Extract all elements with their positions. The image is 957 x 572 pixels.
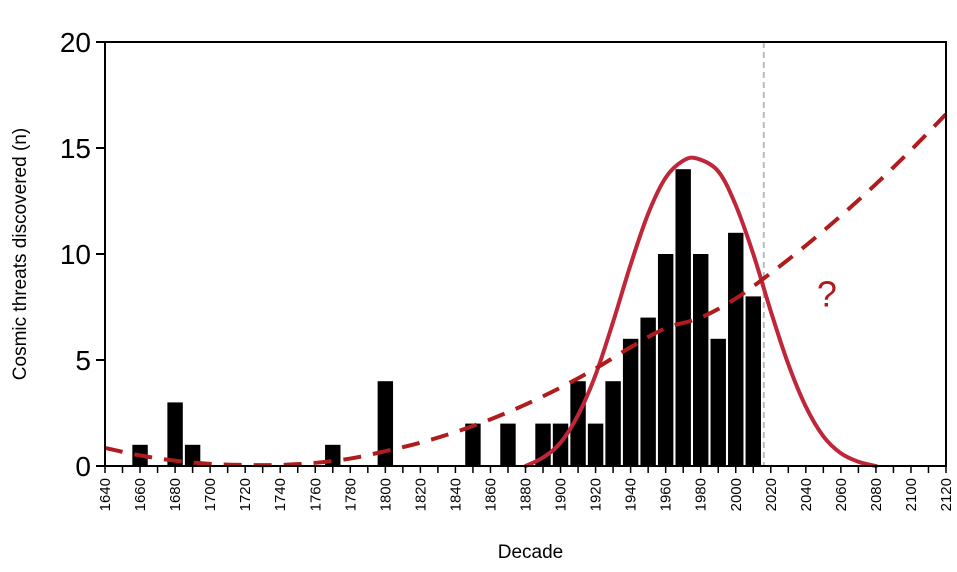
bar — [167, 402, 183, 466]
x-tick-label: 1840 — [447, 478, 464, 511]
fit-curve — [523, 155, 878, 468]
x-tick-label: 2080 — [868, 478, 885, 511]
trend-curve — [104, 112, 948, 468]
y-axis-title: Cosmic threats discovered (n) — [10, 128, 31, 380]
x-tick-label: 2020 — [763, 478, 780, 511]
bar — [675, 169, 691, 466]
bar — [710, 338, 726, 466]
bar — [745, 296, 761, 466]
x-tick-label: 1860 — [482, 478, 499, 511]
y-tick-label: 5 — [75, 345, 91, 376]
bar — [570, 381, 586, 466]
x-tick-label: 1880 — [518, 478, 535, 511]
x-tick-label: 1700 — [202, 478, 219, 511]
bar — [184, 444, 201, 466]
y-tick-label: 10 — [60, 239, 91, 270]
x-tick-label: 2040 — [798, 478, 815, 511]
x-tick-label: 1780 — [342, 478, 359, 511]
bar — [728, 232, 744, 466]
x-tick-label: 1900 — [553, 478, 570, 511]
x-tick-label: 1640 — [97, 478, 114, 511]
x-axis: 1640 1660 1680 1700 1720 1740 1760 1780 1800 1820… — [97, 466, 955, 511]
x-tick-label: 1720 — [237, 478, 254, 511]
x-tick-label: 2120 — [938, 478, 955, 511]
x-tick-label: 1740 — [272, 478, 289, 511]
bar — [640, 317, 656, 466]
bar — [465, 423, 481, 466]
x-tick-label: 1940 — [623, 478, 640, 511]
x-tick-label: 1680 — [167, 478, 184, 511]
x-tick-label: 1800 — [377, 478, 394, 511]
y-tick-label: 0 — [75, 451, 91, 482]
x-tick-label: 1960 — [658, 478, 675, 511]
y-tick-label: 20 — [60, 27, 91, 58]
y-axis: 0 5 10 15 20 — [60, 27, 105, 482]
bar — [622, 338, 639, 466]
question-mark-annotation: ? — [817, 273, 837, 314]
bar — [377, 381, 394, 466]
x-tick-label: 2000 — [728, 478, 745, 511]
x-axis-title: Decade — [498, 542, 564, 563]
bar-series — [132, 169, 761, 466]
bar — [605, 381, 621, 466]
y-tick-label: 15 — [60, 133, 91, 164]
bar — [692, 254, 709, 466]
x-tick-label: 2100 — [903, 478, 920, 511]
x-tick-label: 1760 — [307, 478, 324, 511]
bar — [657, 254, 674, 466]
x-tick-label: 1660 — [132, 478, 149, 511]
x-tick-label: 2060 — [833, 478, 850, 511]
x-tick-label: 1980 — [693, 478, 710, 511]
curve-layer — [104, 42, 948, 468]
bar — [587, 423, 604, 466]
x-tick-label: 1820 — [412, 478, 429, 511]
x-tick-label: 1920 — [588, 478, 605, 511]
bar — [500, 423, 516, 466]
